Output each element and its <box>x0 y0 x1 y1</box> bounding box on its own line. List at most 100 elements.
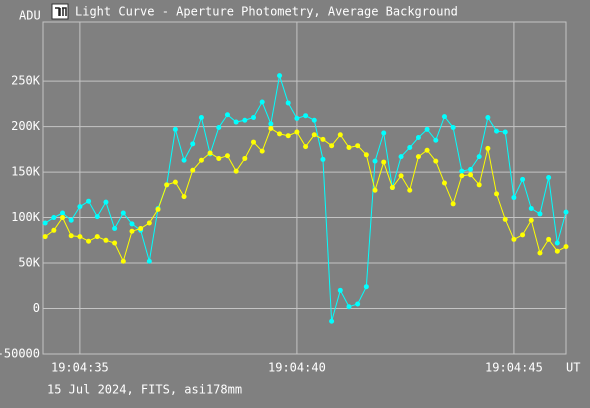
data-point <box>294 129 300 135</box>
data-point <box>207 150 213 156</box>
data-point <box>94 234 100 240</box>
data-point <box>528 217 534 223</box>
data-point <box>320 156 326 162</box>
data-point <box>303 113 309 119</box>
data-point <box>424 147 430 153</box>
data-point <box>372 158 378 164</box>
data-point <box>251 115 257 121</box>
data-point <box>277 131 283 137</box>
data-point <box>103 199 109 205</box>
data-point <box>155 206 161 212</box>
data-point <box>450 201 456 207</box>
data-point <box>563 244 569 250</box>
data-point <box>372 187 378 193</box>
data-point <box>476 154 482 160</box>
data-point <box>441 180 447 186</box>
data-point <box>355 301 361 307</box>
data-point <box>42 220 48 226</box>
data-point <box>129 221 135 227</box>
data-point <box>320 136 326 142</box>
data-point <box>537 211 543 217</box>
data-point <box>129 228 135 234</box>
data-point <box>60 215 66 221</box>
data-point <box>146 220 152 226</box>
x-axis-label: UT <box>566 361 580 375</box>
data-point <box>51 215 57 221</box>
data-point <box>68 233 74 239</box>
y-tick-label: 250K <box>11 74 41 88</box>
data-point <box>259 99 265 105</box>
data-point <box>381 159 387 165</box>
data-point <box>242 155 248 161</box>
data-point <box>311 117 317 123</box>
data-point <box>346 304 352 310</box>
data-point <box>120 210 126 216</box>
data-point <box>511 195 517 201</box>
data-point <box>511 236 517 242</box>
data-point <box>433 137 439 143</box>
y-tick-label: -50000 <box>0 347 40 361</box>
data-point <box>441 114 447 120</box>
data-point <box>112 225 118 231</box>
data-point <box>329 143 335 149</box>
data-point <box>415 135 421 141</box>
y-tick-label: 200K <box>11 119 41 133</box>
data-point <box>172 126 178 132</box>
data-point <box>77 234 83 240</box>
data-point <box>398 154 404 160</box>
data-point <box>251 139 257 145</box>
data-point <box>546 175 552 181</box>
data-point <box>459 173 465 179</box>
x-tick-label: 19:04:40 <box>268 361 326 375</box>
data-point <box>476 182 482 188</box>
data-point <box>337 287 343 293</box>
data-point <box>303 144 309 150</box>
data-point <box>363 152 369 158</box>
data-point <box>181 157 187 163</box>
y-tick-label: 50K <box>18 256 40 270</box>
x-tick-label: 19:04:45 <box>485 361 543 375</box>
data-point <box>268 125 274 131</box>
data-point <box>224 153 230 159</box>
data-point <box>190 141 196 147</box>
data-point <box>450 125 456 131</box>
data-point <box>216 155 222 161</box>
chart-title: Light Curve - Aperture Photometry, Avera… <box>75 5 458 19</box>
data-point <box>389 185 395 191</box>
data-point <box>520 232 526 238</box>
data-point <box>285 100 291 106</box>
data-point <box>120 258 126 264</box>
title-icon <box>51 3 69 20</box>
data-point <box>172 179 178 185</box>
data-point <box>198 157 204 163</box>
data-point <box>355 143 361 149</box>
footer: 15 Jul 2024, FITS, asi178mm <box>47 383 242 397</box>
data-point <box>563 209 569 215</box>
data-point <box>502 129 508 135</box>
data-point <box>468 166 474 172</box>
data-point <box>68 217 74 223</box>
data-point <box>86 238 92 244</box>
data-point <box>103 237 109 243</box>
y-tick-label: 0 <box>33 301 40 315</box>
data-point <box>485 145 491 151</box>
data-point <box>468 172 474 178</box>
data-point <box>42 234 48 240</box>
data-point <box>285 133 291 139</box>
data-point <box>546 236 552 242</box>
data-point <box>398 173 404 179</box>
data-point <box>216 125 222 131</box>
data-point <box>424 126 430 132</box>
data-point <box>86 198 92 204</box>
data-point <box>433 158 439 164</box>
data-point <box>329 318 335 324</box>
data-point <box>502 216 508 222</box>
data-point <box>554 240 560 246</box>
data-point <box>346 145 352 151</box>
data-point <box>233 119 239 125</box>
data-point <box>407 145 413 151</box>
data-point <box>537 250 543 256</box>
data-point <box>494 191 500 197</box>
